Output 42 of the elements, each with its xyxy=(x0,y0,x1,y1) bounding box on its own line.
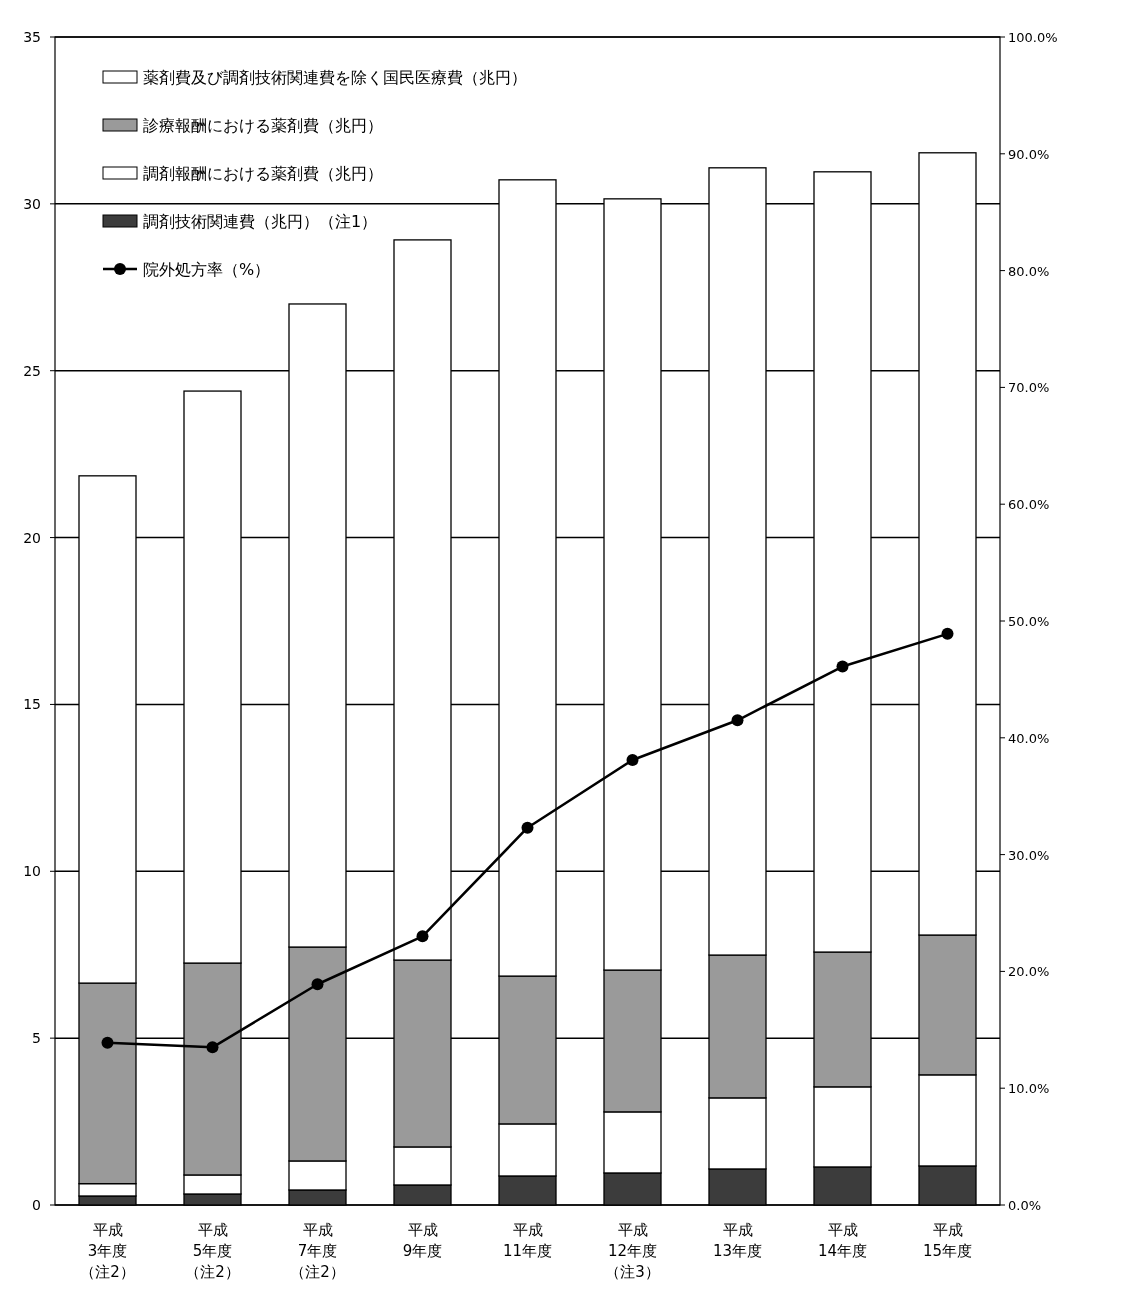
x-tick-label: 平成 12年度（注3） xyxy=(605,1221,660,1281)
legend-label: 調剤報酬における薬剤費（兆円） xyxy=(143,164,383,183)
point xyxy=(101,1036,114,1049)
y-tick-label: 5 xyxy=(32,1030,41,1047)
y-tick-label: 35 xyxy=(23,29,41,45)
legend-label: 調剤技術関連費（兆円）（注1） xyxy=(143,212,378,231)
y-tick-label: 30 xyxy=(23,195,41,212)
y2-tick-label: 30.0% xyxy=(1008,847,1050,863)
point xyxy=(521,821,534,834)
x-tick-label: 平成 3年度（注2） xyxy=(80,1221,135,1281)
x-tick-label: 平成 15年度 xyxy=(922,1221,973,1260)
legend-label: 院外処方率（%） xyxy=(143,260,271,279)
x-tick-label: 平成 11年度 xyxy=(502,1221,553,1260)
point xyxy=(416,930,429,943)
y2-tick-label: 10.0% xyxy=(1008,1081,1050,1097)
x-tick-label: 平成 7年度（注2） xyxy=(290,1221,345,1281)
point xyxy=(836,660,849,673)
legend-label: 薬剤費及び調剤技術関連費を除く国民医療費（兆円） xyxy=(143,68,527,87)
y-tick-label: 10 xyxy=(23,863,41,880)
y2-tick-label: 0.0% xyxy=(1008,1198,1042,1213)
y2-tick-label: 50.0% xyxy=(1008,614,1050,629)
y-tick-label: 20 xyxy=(23,529,41,546)
point xyxy=(206,1041,219,1054)
x-tick-label: 平成 14年度 xyxy=(817,1221,868,1260)
y2-tick-label: 40.0% xyxy=(1008,730,1050,746)
y2-tick-label: 80.0% xyxy=(1008,263,1050,279)
y2-tick-label: 90.0% xyxy=(1008,146,1050,162)
y-tick-label: 25 xyxy=(23,362,41,379)
point xyxy=(941,627,954,640)
y2-tick-label: 20.0% xyxy=(1008,964,1050,980)
y-tick-label: 0 xyxy=(32,1197,41,1213)
y2-tick-label: 60.0% xyxy=(1008,497,1050,513)
point xyxy=(731,714,744,727)
x-tick-label: 平成 5年度（注2） xyxy=(185,1221,240,1281)
y-tick-label: 15 xyxy=(23,696,41,713)
point xyxy=(626,753,639,766)
y2-tick-label: 100.0% xyxy=(1008,30,1058,45)
x-tick-label: 平成 13年度 xyxy=(712,1221,763,1260)
y2-tick-label: 70.0% xyxy=(1008,380,1050,396)
point xyxy=(311,978,324,991)
x-tick-label: 平成 9年度 xyxy=(402,1221,443,1260)
legend-label: 診療報酬における薬剤費（兆円） xyxy=(143,116,383,135)
